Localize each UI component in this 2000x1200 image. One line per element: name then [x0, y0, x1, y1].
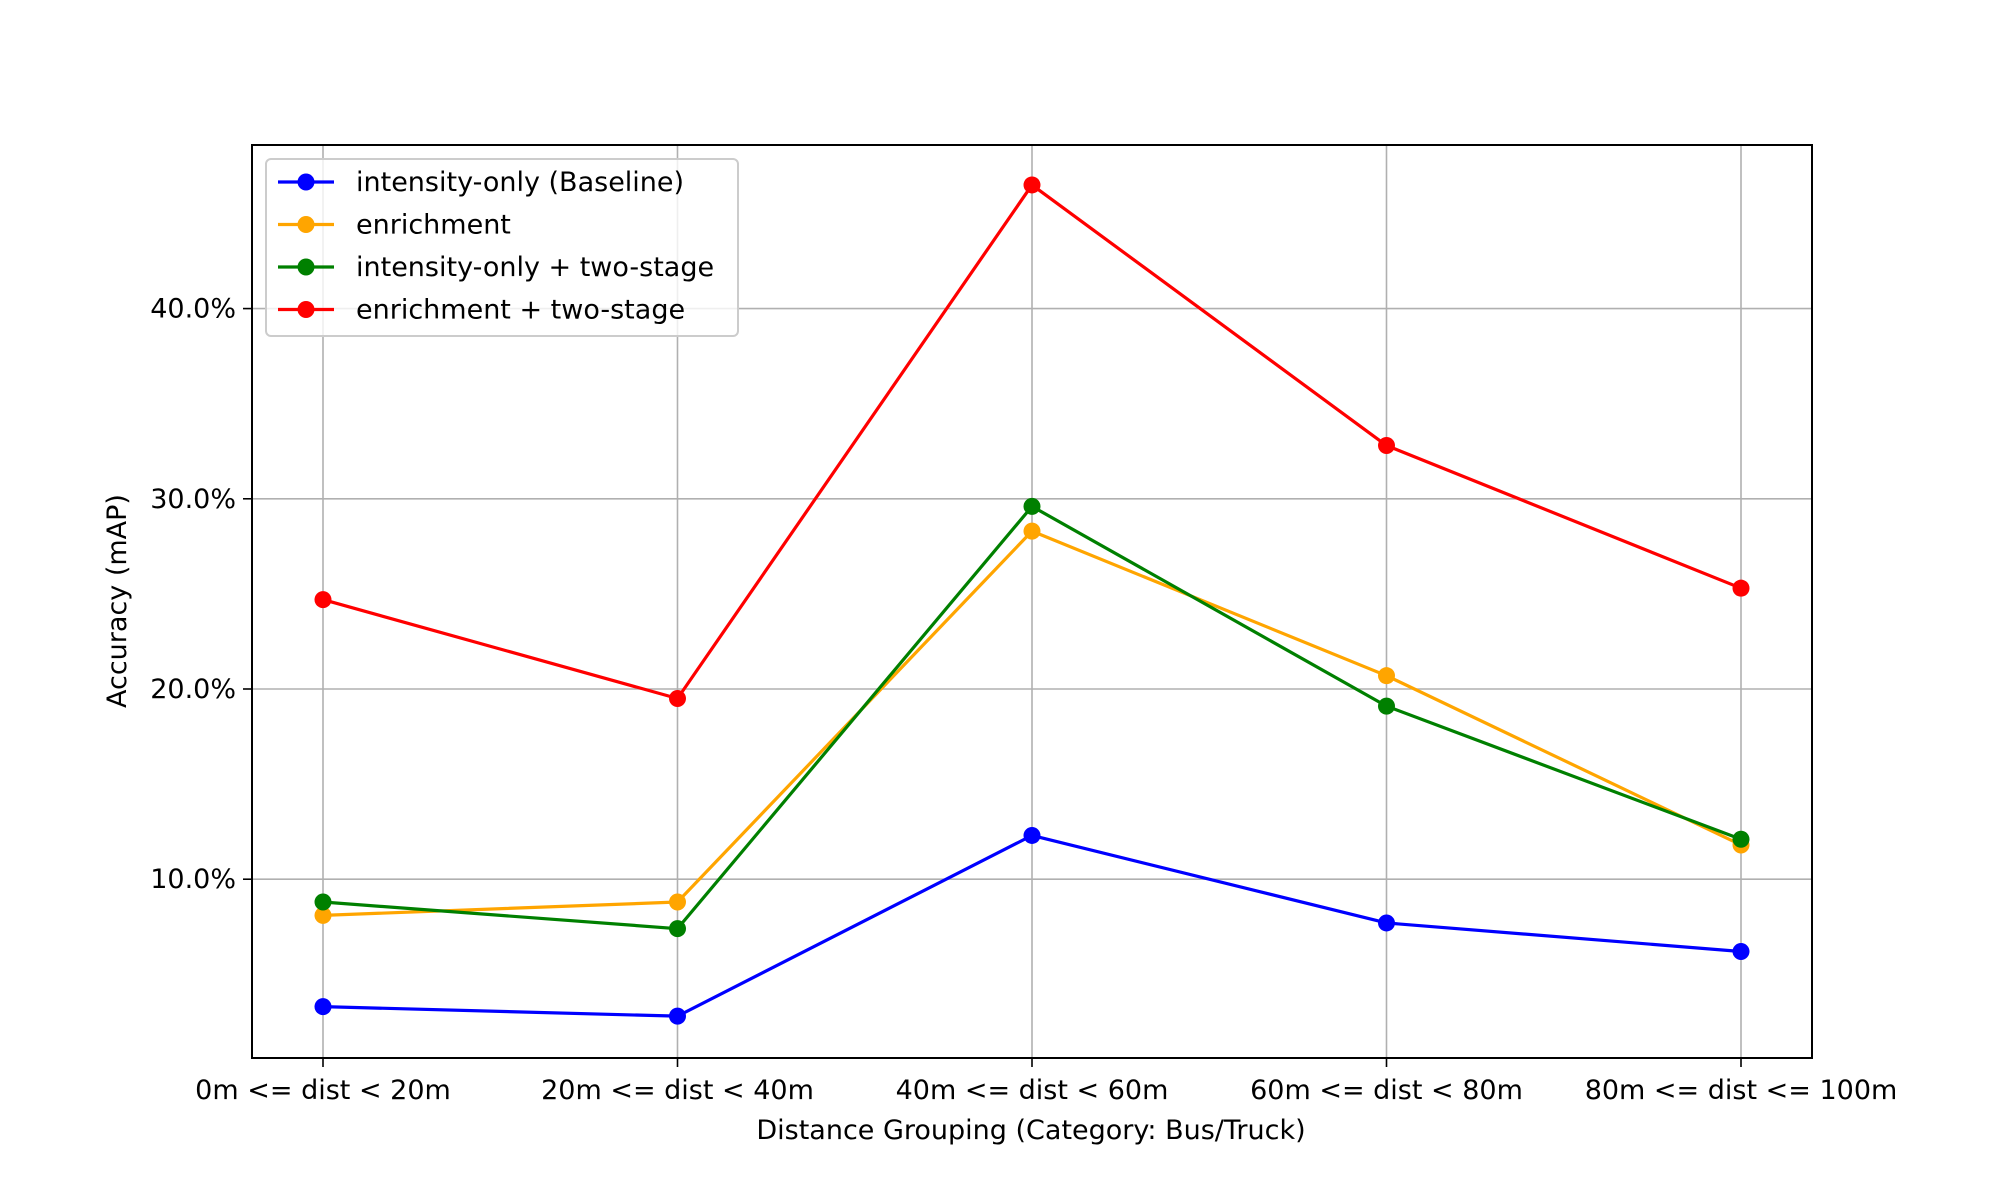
x-axis-label: Distance Grouping (Category: Bus/Truck): [756, 1115, 1305, 1146]
data-point: [1023, 522, 1041, 540]
legend-marker: [297, 216, 315, 233]
legend-marker: [297, 173, 315, 191]
data-point: [314, 998, 332, 1016]
data-point: [669, 1007, 686, 1025]
y-tick-label: 20.0%: [150, 674, 236, 705]
legend-marker: [297, 301, 315, 318]
x-tick-label: 40m <= dist < 60m: [896, 1075, 1169, 1106]
series-3: [314, 176, 1750, 708]
x-tick-label: 60m <= dist < 80m: [1250, 1075, 1523, 1106]
y-tick-label: 10.0%: [150, 864, 236, 895]
x-tick-label: 20m <= dist < 40m: [541, 1075, 814, 1106]
data-point: [1732, 579, 1750, 597]
y-tick-label: 30.0%: [150, 484, 236, 515]
series-2: [314, 497, 1750, 938]
data-point: [1732, 830, 1750, 848]
data-point: [1378, 437, 1395, 455]
series-layer: [314, 176, 1750, 1025]
y-axis-label: Accuracy (mAP): [102, 494, 133, 708]
legend-marker: [297, 258, 315, 276]
legend-entry: intensity-only (Baseline): [278, 167, 684, 198]
data-point: [1378, 667, 1395, 685]
y-tick-labels: 10.0% 20.0% 30.0% 40.0%: [150, 294, 252, 895]
data-point: [669, 690, 686, 708]
legend-entry: enrichment: [278, 210, 511, 241]
y-tick-label: 40.0%: [150, 294, 236, 325]
legend-label: intensity-only (Baseline): [356, 167, 684, 198]
data-point: [669, 920, 686, 938]
x-tick-label: 80m <= dist <= 100m: [1585, 1075, 1898, 1106]
data-point: [1732, 942, 1750, 960]
series-0: [314, 826, 1750, 1025]
data-point: [1023, 176, 1041, 194]
x-tick-labels: 0m <= dist < 20m 20m <= dist < 40m 40m <= …: [195, 1058, 1897, 1106]
data-point: [1378, 697, 1395, 715]
legend-box: [265, 158, 739, 337]
data-point: [314, 893, 332, 911]
legend-label: intensity-only + two-stage: [356, 252, 714, 283]
x-tick-label: 0m <= dist < 20m: [195, 1075, 451, 1106]
data-point: [1378, 914, 1395, 932]
legend-label: enrichment + two-stage: [356, 295, 685, 326]
data-point: [669, 893, 686, 911]
legend-entry: enrichment + two-stage: [278, 295, 685, 326]
legend-entry: intensity-only + two-stage: [278, 252, 714, 283]
legend-entries: intensity-only (Baseline) enrichment inten…: [278, 167, 714, 326]
legend-label: enrichment: [356, 210, 511, 241]
data-point: [1023, 826, 1041, 844]
data-point: [314, 591, 332, 609]
legend: intensity-only (Baseline) enrichment inten…: [265, 158, 739, 337]
data-point: [1023, 497, 1041, 515]
data-point: [314, 906, 332, 924]
